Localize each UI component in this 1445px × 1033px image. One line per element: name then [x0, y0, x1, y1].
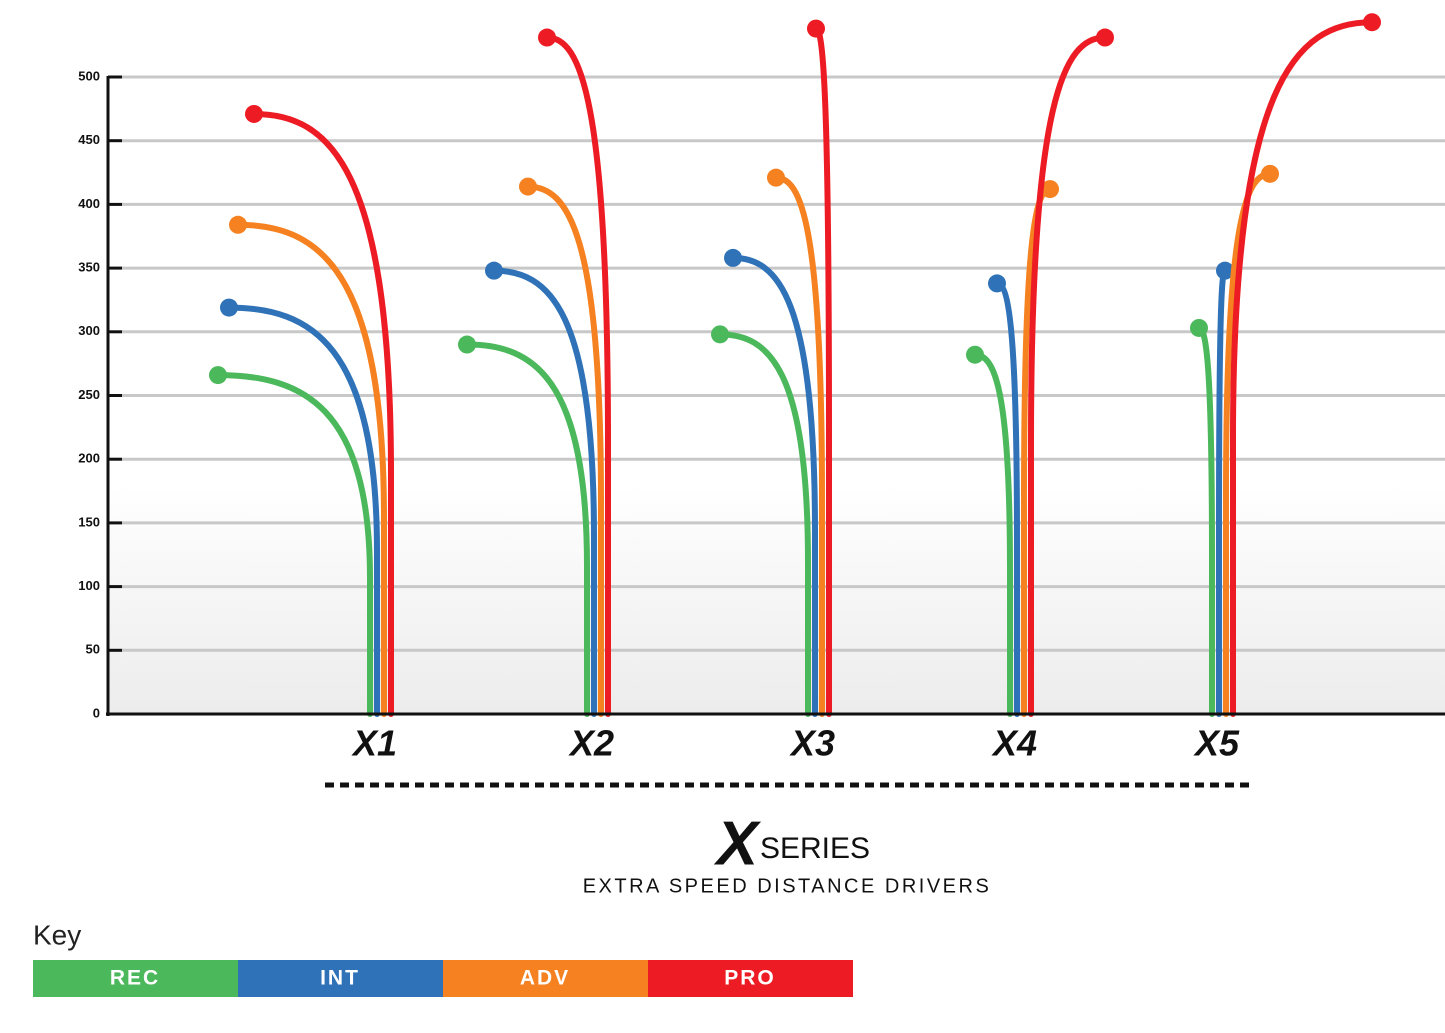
y-tick-label: 400 — [78, 196, 100, 211]
y-tick-label: 450 — [78, 132, 100, 147]
legend-title: Key — [33, 919, 81, 950]
flight-end — [485, 261, 503, 280]
flight-end — [988, 274, 1006, 293]
flight-end — [1216, 261, 1234, 280]
plot-area — [108, 60, 1445, 714]
x-tick-label: X5 — [1193, 723, 1240, 764]
x-tick-label: X1 — [351, 723, 397, 764]
legend: REC INT ADV PRO — [33, 960, 853, 997]
flight-end — [1041, 180, 1059, 199]
marks: X1 X2 X3 X4 X5 — [209, 13, 1381, 764]
flight-path — [544, 34, 611, 717]
x-tick-label: X3 — [789, 723, 835, 764]
legend-label: INT — [320, 967, 360, 990]
flight-end — [245, 104, 263, 123]
y-tick-label: 0 — [93, 705, 100, 720]
flight-end — [538, 28, 556, 47]
flight-end — [209, 366, 227, 385]
x-tick-label: X2 — [568, 723, 614, 764]
flight-path — [773, 174, 825, 717]
y-tick-label: 300 — [78, 323, 100, 338]
grid: 0 50 100 150 200 250 300 350 400 450 500 — [78, 68, 1445, 720]
legend-swatch — [238, 960, 443, 997]
flight-path — [235, 221, 387, 717]
y-tick-label: 200 — [78, 451, 100, 466]
y-tick-label: 100 — [78, 578, 100, 593]
flight-end — [767, 168, 785, 187]
flight-end — [220, 298, 238, 317]
x-tick-label: X4 — [991, 723, 1037, 764]
flight-path — [1028, 34, 1108, 717]
flight-end — [458, 335, 476, 354]
flight-path — [226, 304, 380, 717]
flight-end — [1261, 164, 1279, 183]
chart-title: SERIES — [760, 832, 870, 865]
flight-path — [717, 331, 811, 717]
legend-label: REC — [110, 967, 160, 990]
flight-path — [251, 110, 394, 717]
flight-end — [711, 325, 729, 344]
flight-end — [229, 215, 247, 234]
flight-path — [215, 372, 373, 717]
flight-end — [1190, 318, 1208, 337]
flight-path — [464, 341, 590, 717]
y-tick-label: 250 — [78, 387, 100, 402]
y-tick-label: 500 — [78, 68, 100, 83]
flight-path — [730, 254, 818, 717]
flight-path — [1230, 19, 1375, 717]
y-tick-label: 350 — [78, 260, 100, 275]
flight-end — [966, 345, 984, 364]
flight-end — [1096, 28, 1114, 47]
brand: X — [714, 809, 762, 878]
legend-swatch — [443, 960, 648, 997]
chart-subtitle: EXTRA SPEED DISTANCE DRIVERS — [583, 875, 992, 897]
flight-path — [1223, 170, 1273, 717]
legend-label: PRO — [724, 967, 776, 990]
flight-end — [519, 177, 537, 196]
flight-end — [807, 19, 825, 38]
legend-swatch — [33, 960, 238, 997]
legend-label: ADV — [520, 967, 570, 990]
y-tick-label: 50 — [86, 642, 100, 657]
y-tick-label: 150 — [78, 514, 100, 529]
flight-path — [491, 267, 597, 717]
flight-end — [1363, 13, 1381, 32]
flight-end — [724, 248, 742, 267]
legend-swatch — [648, 960, 853, 997]
flight-path — [525, 183, 604, 717]
